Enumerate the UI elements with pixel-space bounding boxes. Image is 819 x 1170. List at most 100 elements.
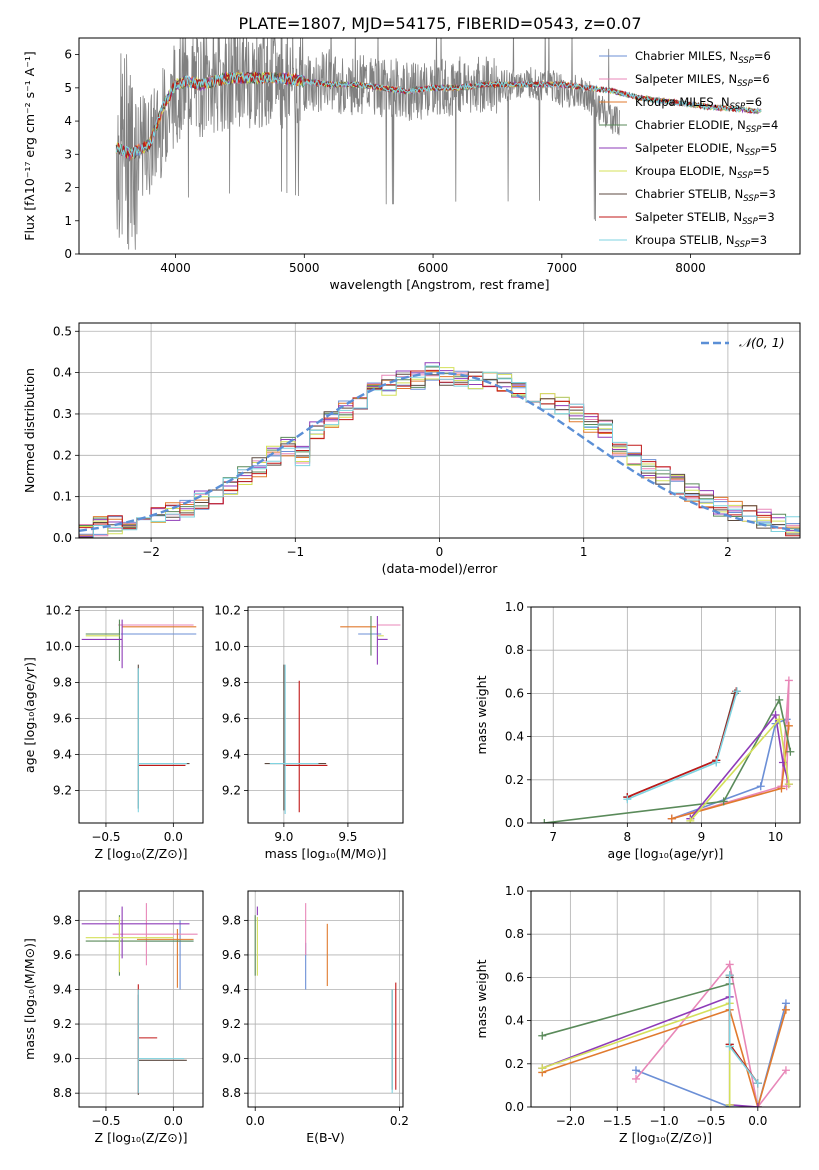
x-tick-label: 5000 xyxy=(289,261,320,275)
x-tick-label: 7 xyxy=(549,830,557,844)
y-tick-label: 10.0 xyxy=(45,640,72,654)
axes-frame xyxy=(78,606,204,824)
y-tick-label: 9.4 xyxy=(222,982,241,996)
legend-entry-subscript: SSP xyxy=(743,194,759,204)
x-tick-label: 0.0 xyxy=(748,1114,767,1128)
x-tick-label: 0.0 xyxy=(164,830,183,844)
x-tick-label: 9 xyxy=(698,830,706,844)
x-tick-label: 0 xyxy=(436,545,444,559)
x-tick-label: 6000 xyxy=(418,261,449,275)
mass-weight-marker xyxy=(538,1031,547,1040)
mass-weight-marker xyxy=(725,1100,734,1107)
x-axis-label: (data-model)/error xyxy=(382,561,499,576)
y-tick-label: 9.4 xyxy=(53,748,72,762)
x-tick-label: 10 xyxy=(768,830,783,844)
y-tick-label: 9.4 xyxy=(53,982,72,996)
legend-entry-name: Chabrier MILES, N xyxy=(635,49,738,63)
x-axis-label: mass [log₁₀(M/M⊙)] xyxy=(265,846,387,861)
x-axis-label: age [log₁₀(age/yr)] xyxy=(608,846,724,861)
mass-weight-marker xyxy=(756,782,765,791)
mass-weight-marker xyxy=(712,758,721,767)
y-tick-label: 9.2 xyxy=(222,1017,241,1031)
y-tick-label: 0.2 xyxy=(505,773,524,787)
x-tick-label: 9.5 xyxy=(338,830,357,844)
legend-entry-name: Chabrier STELIB, N xyxy=(635,187,743,201)
x-tick-label: 8000 xyxy=(675,261,706,275)
mass-weight-line xyxy=(635,1003,787,1107)
panel-spectrum: 4000 5000 6000 7000 8000 0 1 2 3 4 5 6 wavelength [A… xyxy=(22,37,801,292)
mass-weight-marker xyxy=(623,795,632,804)
mass-weight-marker xyxy=(784,676,793,685)
x-tick-label: −1.0 xyxy=(650,1114,679,1128)
y-tick-label: 3 xyxy=(64,147,72,161)
y-tick-label: 0.4 xyxy=(505,1014,524,1028)
legend-entry-name: Kroupa ELODIE, N xyxy=(635,164,737,178)
axes-frame xyxy=(247,606,404,824)
x-tick-label: 7000 xyxy=(547,261,578,275)
y-tick-label: 9.2 xyxy=(222,784,241,798)
y-tick-label: 9.8 xyxy=(222,676,241,690)
legend-entry: Kroupa STELIB, NSSP=3 xyxy=(635,233,767,250)
legend-entry-count: =5 xyxy=(753,164,770,178)
mass-weight-marker xyxy=(631,1066,640,1075)
axes-frame xyxy=(530,890,801,1108)
legend-entry-name: Chabrier ELODIE, N xyxy=(635,118,746,132)
y-tick-label: 0.4 xyxy=(505,730,524,744)
mass-weight-marker xyxy=(784,721,793,730)
legend-entry-count: =3 xyxy=(758,210,775,224)
x-axis-label: Z [log₁₀(Z/Z⊙)] xyxy=(619,1130,712,1145)
legend-entry-count: =3 xyxy=(759,187,776,201)
legend-entry-subscript: SSP xyxy=(737,79,753,89)
x-tick-label: 0.2 xyxy=(390,1114,409,1128)
plot-area xyxy=(81,619,197,813)
y-tick-label: 1 xyxy=(64,214,72,228)
legend-entry: Salpeter ELODIE, NSSP=5 xyxy=(635,141,777,158)
residual-histogram xyxy=(79,365,800,538)
legend-entry-name: Salpeter STELIB, N xyxy=(635,210,742,224)
legend-entry: Salpeter STELIB, NSSP=3 xyxy=(635,210,775,227)
y-tick-label: 4 xyxy=(64,114,72,128)
plot-area xyxy=(115,38,762,250)
legend-entry: Salpeter MILES, NSSP=6 xyxy=(635,72,770,89)
x-axis-label: Z [log₁₀(Z/Z⊙)] xyxy=(95,846,188,861)
panel-age_vs_mass: 9.0 9.5 9.2 9.4 9.6 9.8 10.0 10.2 mass [log₁₀(M/… xyxy=(214,604,404,861)
mass-weight-marker xyxy=(786,747,795,756)
x-tick-label: 0.0 xyxy=(246,1114,265,1128)
legend-entry-count: =5 xyxy=(760,141,777,155)
y-axis-label: age [log₁₀(age/yr)] xyxy=(22,657,37,773)
y-tick-label: 1.0 xyxy=(505,600,524,614)
legend-entry-subscript: SSP xyxy=(746,125,762,135)
x-tick-label: 2 xyxy=(724,545,732,559)
y-tick-label: 6 xyxy=(64,48,72,62)
x-tick-label: 9.0 xyxy=(274,830,293,844)
panel-age_vs_Z: −0.5 0.0 9.2 9.4 9.6 9.8 10.0 10.2 Z [log₁₀(Z/Z⊙… xyxy=(22,604,204,861)
y-tick-label: 2 xyxy=(64,181,72,195)
x-tick-label: −1 xyxy=(286,545,304,559)
mass-weight-marker xyxy=(775,695,784,704)
legend-entry: Chabrier STELIB, NSSP=3 xyxy=(635,187,776,204)
y-tick-label: 10.0 xyxy=(214,640,241,654)
mass-weight-marker xyxy=(631,1074,640,1083)
y-tick-label: 0.8 xyxy=(505,927,524,941)
legend-entry-subscript: SSP xyxy=(730,102,746,112)
y-axis-label: Normed distribution xyxy=(22,368,37,493)
y-tick-label: 9.6 xyxy=(222,712,241,726)
y-tick-label: 0.6 xyxy=(505,686,524,700)
mass-weight-line xyxy=(541,1008,787,1107)
legend-entry: Chabrier MILES, NSSP=6 xyxy=(635,49,771,66)
y-tick-label: 9.8 xyxy=(53,676,72,690)
panel-weight_vs_age: 7 8 9 10 0.0 0.2 0.4 0.6 0.8 1.0 age [log₁₀(age/yr… xyxy=(474,600,801,861)
y-tick-label: 0.0 xyxy=(505,816,524,830)
plot-area xyxy=(538,960,790,1107)
y-tick-label: 9.4 xyxy=(222,748,241,762)
mass-weight-marker xyxy=(777,784,786,793)
y-tick-label: 9.8 xyxy=(53,913,72,927)
panel-weight_vs_Z: −2.0 −1.5 −1.0 −0.5 0.0 0.0 0.2 0.4 0.6 0.8 1.0 Z [… xyxy=(474,884,801,1145)
plot-area xyxy=(540,676,795,823)
legend-entry-count: =6 xyxy=(745,95,762,109)
legend-entry: 𝒩(0, 1) xyxy=(739,335,785,350)
y-tick-label: 9.0 xyxy=(53,1052,72,1066)
x-axis-label: Z [log₁₀(Z/Z⊙)] xyxy=(95,1130,188,1145)
